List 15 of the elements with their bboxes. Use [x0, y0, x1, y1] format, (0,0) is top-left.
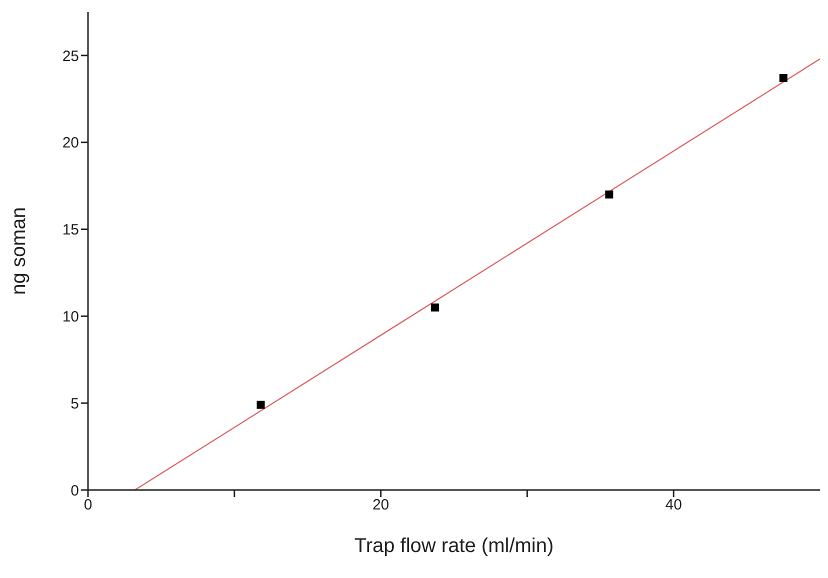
y-tick-label: 10: [62, 308, 79, 326]
point: [779, 74, 788, 82]
x-tick-label: 20: [372, 496, 390, 514]
x-tick-label: 40: [665, 496, 682, 514]
y-tick-label: 0: [70, 482, 79, 500]
y-tick-label: 5: [70, 395, 79, 412]
x-tick-label: 0: [84, 496, 92, 514]
point: [430, 303, 439, 312]
x-axis-title: Trap flow rate (ml/min): [354, 535, 554, 557]
y-axis-title: ng soman: [8, 207, 30, 295]
point: [256, 400, 265, 409]
y-tick-label: 25: [62, 48, 79, 65]
y-tick-label: 15: [62, 222, 79, 239]
point: [605, 190, 614, 199]
y-tick-label: 20: [62, 134, 79, 152]
